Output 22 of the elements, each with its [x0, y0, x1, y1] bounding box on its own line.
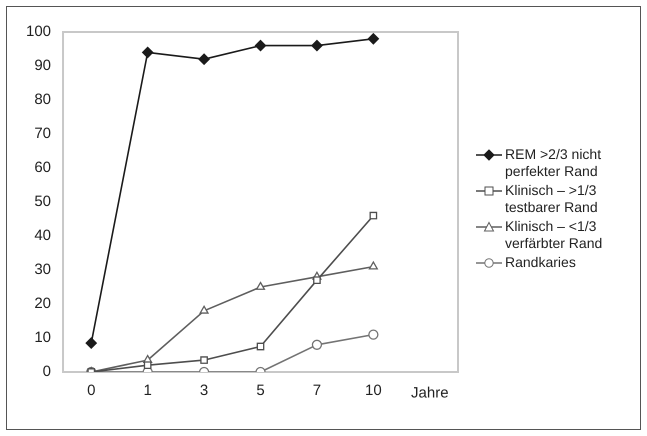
y-tick-label: 80: [34, 91, 52, 108]
x-tick-label: 5: [256, 382, 265, 400]
x-tick-label: 1: [143, 382, 152, 400]
y-tick-label: 20: [34, 295, 52, 312]
y-tick-label: 10: [34, 329, 52, 346]
y-tick-label: 40: [34, 227, 52, 244]
x-tick-label: 7: [312, 382, 322, 400]
y-tick-label: 30: [34, 261, 52, 278]
y-tick-label: 60: [34, 159, 52, 176]
y-tick-label: 0: [42, 363, 52, 380]
y-tick-label: 100: [26, 23, 52, 40]
x-axis-title: Jahre: [411, 384, 449, 402]
y-tick-label: 70: [34, 125, 52, 142]
x-tick-label: 0: [87, 382, 96, 400]
x-tick-label: 10: [365, 382, 382, 400]
legend-label: Klinisch – >1/3 testbarer Rand: [505, 182, 599, 216]
legend-label: Randkaries: [505, 254, 576, 271]
y-tick-label: 50: [34, 193, 52, 210]
legend-label: REM >2/3 nicht perfekter Rand: [505, 146, 602, 180]
x-tick-label: 3: [200, 382, 208, 400]
y-tick-label: 90: [34, 57, 52, 74]
legend-label: Klinisch – <1/3 verfärbter Rand: [505, 218, 604, 252]
